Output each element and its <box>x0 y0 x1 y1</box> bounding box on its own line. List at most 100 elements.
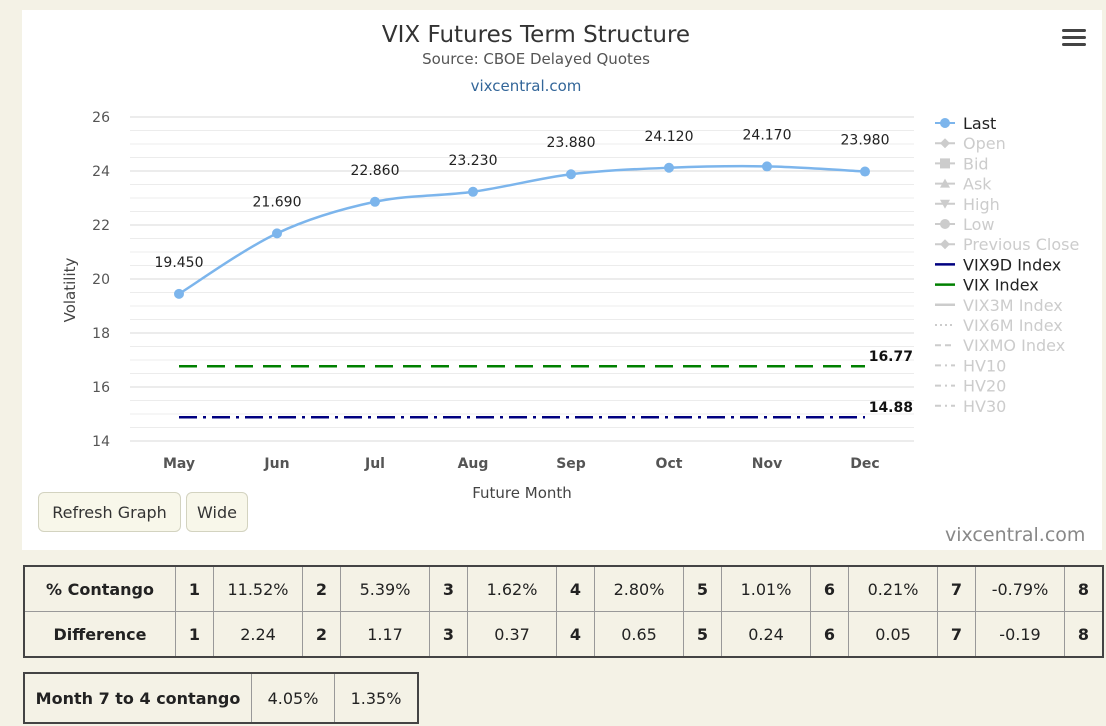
legend-label: Open <box>963 134 1006 153</box>
month-number-cell: 4 <box>556 565 595 612</box>
legend-marker <box>940 219 950 229</box>
data-label: 23.880 <box>547 135 596 151</box>
value-cell: -0.19 <box>975 611 1065 658</box>
value-cell: 5.39% <box>340 565 430 612</box>
value-cell: -0.79% <box>975 565 1065 612</box>
month74-label: Month 7 to 4 contango <box>23 672 252 724</box>
grid-lines <box>130 116 914 442</box>
month-number-cell: 1 <box>175 611 214 658</box>
legend-item[interactable]: VIX Index <box>935 276 1039 295</box>
legend-item[interactable]: Open <box>935 134 1006 153</box>
legend-item[interactable]: Last <box>935 114 996 133</box>
month-number-cell: 1 <box>175 565 214 612</box>
data-label: 24.170 <box>743 127 792 143</box>
legend-label: HV10 <box>963 356 1006 375</box>
y-tick-label: 16 <box>92 380 110 396</box>
legend-label: Previous Close <box>963 235 1079 254</box>
hamburger-menu-icon[interactable] <box>1062 29 1086 49</box>
table-row: % Contango 1 11.52% 2 5.39% 3 1.62% 4 2.80% 5 1.01… <box>23 565 1104 612</box>
wide-button[interactable]: Wide <box>186 492 248 532</box>
month-number-cell: 2 <box>302 565 341 612</box>
month-number-cell: 8 <box>1064 611 1104 658</box>
legend-item[interactable]: Previous Close <box>935 235 1079 254</box>
month-number-cell: 8 <box>1064 565 1104 612</box>
x-tick-label: Dec <box>850 456 879 472</box>
source-link[interactable]: vixcentral.com <box>471 77 582 95</box>
value-cell: 0.05 <box>848 611 938 658</box>
x-tick-label: Jul <box>364 456 385 472</box>
month-number-cell: 7 <box>937 565 976 612</box>
value-cell: 2.24 <box>213 611 303 658</box>
legend-item[interactable]: High <box>935 195 1000 214</box>
legend-label: Ask <box>963 175 992 194</box>
refresh-graph-button[interactable]: Refresh Graph <box>38 492 181 532</box>
data-point[interactable] <box>174 288 184 299</box>
legend-marker <box>940 199 950 209</box>
value-cell: 0.65 <box>594 611 684 658</box>
table-row: Month 7 to 4 contango 4.05% 1.35% <box>23 672 419 724</box>
month-number-cell: 5 <box>683 565 722 612</box>
value-cell: 1.01% <box>721 565 811 612</box>
legend-item[interactable]: Ask <box>935 175 992 194</box>
legend-marker <box>940 118 950 128</box>
month-number-cell: 6 <box>810 565 849 612</box>
month-7-to-4-table: Month 7 to 4 contango 4.05% 1.35% <box>23 672 419 724</box>
chart-title: VIX Futures Term Structure <box>382 22 690 48</box>
y-tick-label: 22 <box>92 218 110 234</box>
legend-item[interactable]: HV30 <box>935 397 1006 416</box>
legend-item[interactable]: VIX3M Index <box>935 296 1063 315</box>
legend-label: HV20 <box>963 377 1006 396</box>
legend-item[interactable]: HV10 <box>935 356 1006 375</box>
x-axis: May Jun Jul Aug Sep Oct Nov Dec <box>163 456 880 472</box>
month-number-cell: 4 <box>556 611 595 658</box>
credit-text[interactable]: vixcentral.com <box>945 524 1086 546</box>
data-label: 22.860 <box>351 163 400 179</box>
data-point[interactable] <box>566 169 576 180</box>
value-cell: 0.37 <box>467 611 557 658</box>
legend-item[interactable]: Bid <box>935 154 989 173</box>
data-point[interactable] <box>468 186 478 197</box>
y-tick-label: 18 <box>92 326 110 342</box>
data-point[interactable] <box>370 196 380 207</box>
y-tick-label: 20 <box>92 272 110 288</box>
month-number-cell: 7 <box>937 611 976 658</box>
month-number-cell: 2 <box>302 611 341 658</box>
value-cell: 0.24 <box>721 611 811 658</box>
legend-label: VIXMO Index <box>963 336 1065 355</box>
data-point[interactable] <box>762 161 772 172</box>
data-label: 19.450 <box>155 255 204 271</box>
x-tick-label: Nov <box>752 456 782 472</box>
series-last: 19.450 21.690 22.860 23.230 23.880 24.120 24.1… <box>155 127 890 299</box>
row-label: % Contango <box>23 565 176 612</box>
legend-item[interactable]: HV20 <box>935 377 1006 396</box>
value-cell: 11.52% <box>213 565 303 612</box>
legend-label: HV30 <box>963 397 1006 416</box>
table-row: Difference 1 2.24 2 1.17 3 0.37 4 0.65 5 0.24 6 0.05… <box>23 611 1104 658</box>
data-point[interactable] <box>272 228 282 239</box>
data-label: 23.980 <box>841 133 890 149</box>
month-number-cell: 3 <box>429 565 468 612</box>
chart-card: VIX Futures Term Structure Source: CBOE … <box>22 10 1102 550</box>
data-point[interactable] <box>860 166 870 177</box>
y-axis: 14 16 18 20 22 24 26 <box>92 110 110 450</box>
legend-label: VIX Index <box>963 276 1039 295</box>
x-tick-label: May <box>163 456 195 472</box>
legend-label: Last <box>963 114 996 133</box>
row-label: Difference <box>23 611 176 658</box>
data-label: 23.230 <box>449 153 498 169</box>
x-tick-label: Aug <box>458 456 489 472</box>
legend-item[interactable]: Low <box>935 215 995 234</box>
x-axis-label: Future Month <box>472 484 572 502</box>
legend-item[interactable]: VIXMO Index <box>935 336 1065 355</box>
month-number-cell: 5 <box>683 611 722 658</box>
data-point[interactable] <box>664 162 674 173</box>
value-cell: 0.21% <box>848 565 938 612</box>
legend-label: VIX3M Index <box>963 296 1063 315</box>
legend-item[interactable]: VIX9D Index <box>935 255 1061 274</box>
month-number-cell: 3 <box>429 611 468 658</box>
data-label: 24.120 <box>645 129 694 145</box>
x-tick-label: Oct <box>656 456 683 472</box>
legend-item[interactable]: VIX6M Index <box>935 316 1063 335</box>
legend-marker <box>940 239 950 250</box>
